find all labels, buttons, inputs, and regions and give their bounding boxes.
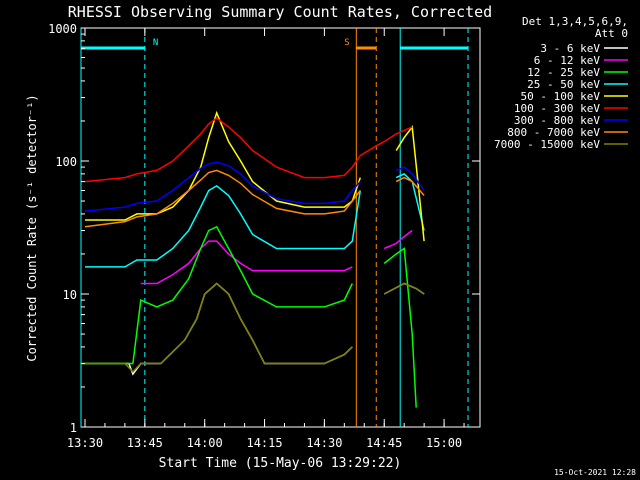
x-tick-label: 15:00 — [426, 436, 462, 450]
legend-entry-label: 7000 - 15000 keV — [494, 138, 600, 151]
y-axis: 1 10 100 1000 — [48, 22, 480, 435]
y-tick-label: 10 — [63, 288, 77, 302]
series-lines — [81, 110, 425, 408]
series-line-5 — [84, 117, 413, 183]
legend-entry-label: 800 - 7000 keV — [507, 126, 600, 139]
y-tick-label: 1000 — [48, 22, 77, 36]
series-line-1 — [140, 240, 353, 285]
y-tick-label: 100 — [55, 155, 77, 169]
series-line-6 — [395, 166, 425, 191]
series-line-0 — [85, 282, 353, 376]
legend-entry-label: 50 - 100 keV — [521, 90, 601, 103]
x-axis-label: Start Time (15-May-06 13:29:22) — [159, 456, 402, 471]
series-line-6 — [84, 161, 361, 212]
legend-header-line-2: Att 0 — [595, 27, 628, 40]
series-line-2 — [81, 225, 353, 365]
series-line-1 — [383, 229, 413, 250]
legend-entry-label: 3 - 6 keV — [540, 42, 600, 55]
series-line-7 — [395, 176, 425, 196]
plot-frame — [80, 27, 481, 428]
flag-label: N — [153, 38, 158, 48]
x-tick-label: 13:30 — [67, 436, 103, 450]
x-tick-label: 14:15 — [246, 436, 282, 450]
x-tick-label: 14:00 — [187, 436, 223, 450]
legend-entry-label: 25 - 50 keV — [527, 78, 600, 91]
chart-title: RHESSI Observing Summary Count Rates, Co… — [68, 3, 492, 21]
legend-entry-label: 12 - 25 keV — [527, 66, 600, 79]
footer-timestamp: 15-Oct-2021 12:28 — [554, 468, 636, 477]
series-line-0 — [383, 282, 425, 295]
x-axis: 13:30 13:45 14:00 14:15 14:30 14:45 15:00 — [67, 28, 465, 450]
y-axis-label: Corrected Count Rate (s⁻¹ detector⁻¹) — [25, 94, 39, 361]
series-line-3 — [85, 184, 362, 268]
series-line-2 — [383, 247, 417, 408]
flag-label: S — [344, 38, 349, 48]
series-line-8 — [81, 282, 353, 373]
legend-entry-label: 100 - 300 keV — [514, 102, 600, 115]
series-line-8 — [383, 282, 425, 295]
legend-header-line-1: Det 1,3,4,5,6,9, — [522, 15, 628, 28]
series-line-4 — [395, 125, 425, 242]
series-line-7 — [84, 169, 361, 228]
legend-entry-label: 300 - 800 keV — [514, 114, 600, 127]
x-tick-label: 14:30 — [306, 436, 342, 450]
x-tick-label: 14:45 — [366, 436, 402, 450]
y-tick-label: 1 — [70, 421, 77, 435]
x-tick-label: 13:45 — [127, 436, 163, 450]
series-line-3 — [395, 173, 425, 231]
legend-entry-label: 6 - 12 keV — [534, 54, 601, 67]
